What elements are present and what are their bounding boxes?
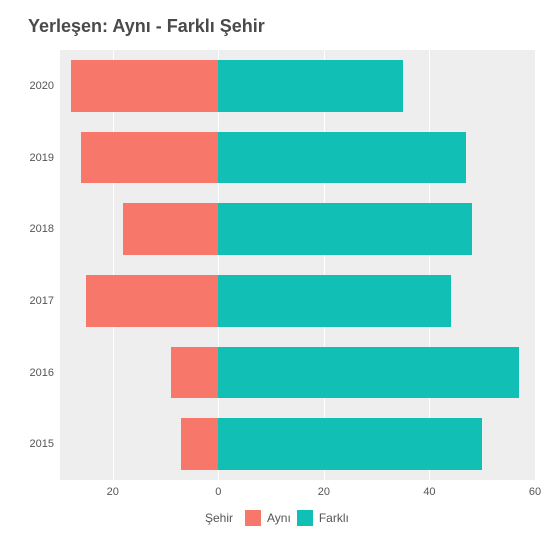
x-tick-label: 0 — [215, 486, 221, 498]
y-tick-label: 2018 — [24, 223, 54, 235]
x-tick-label: 20 — [318, 486, 330, 498]
bar-farklı — [218, 347, 519, 399]
x-tick-label: 40 — [423, 486, 435, 498]
bar-aynı — [123, 203, 218, 255]
x-tick-label: 60 — [529, 486, 541, 498]
bar-aynı — [171, 347, 219, 399]
bar-farklı — [218, 203, 471, 255]
legend: Şehir Aynı Farklı — [205, 510, 349, 526]
y-tick-label: 2016 — [24, 367, 54, 379]
bar-aynı — [81, 132, 218, 184]
y-tick-label: 2015 — [24, 438, 54, 450]
gridline — [429, 50, 430, 480]
chart-title: Yerleşen: Aynı - Farklı Şehir — [28, 16, 265, 37]
gridline — [113, 50, 114, 480]
bar-aynı — [71, 60, 219, 112]
y-tick-label: 2019 — [24, 152, 54, 164]
bar-aynı — [86, 275, 218, 327]
legend-swatch — [297, 510, 313, 526]
bar-farklı — [218, 275, 450, 327]
bar-farklı — [218, 132, 466, 184]
gridline — [535, 50, 536, 480]
x-tick-label: 20 — [107, 486, 119, 498]
legend-label: Farklı — [319, 511, 349, 525]
legend-label: Aynı — [267, 511, 291, 525]
legend-title: Şehir — [205, 511, 233, 525]
bar-farklı — [218, 418, 482, 470]
gridline — [218, 50, 219, 480]
gridline — [324, 50, 325, 480]
y-tick-label: 2017 — [24, 295, 54, 307]
bar-farklı — [218, 60, 403, 112]
y-tick-label: 2020 — [24, 80, 54, 92]
bar-aynı — [181, 418, 218, 470]
plot-area — [60, 50, 535, 480]
legend-swatch — [245, 510, 261, 526]
